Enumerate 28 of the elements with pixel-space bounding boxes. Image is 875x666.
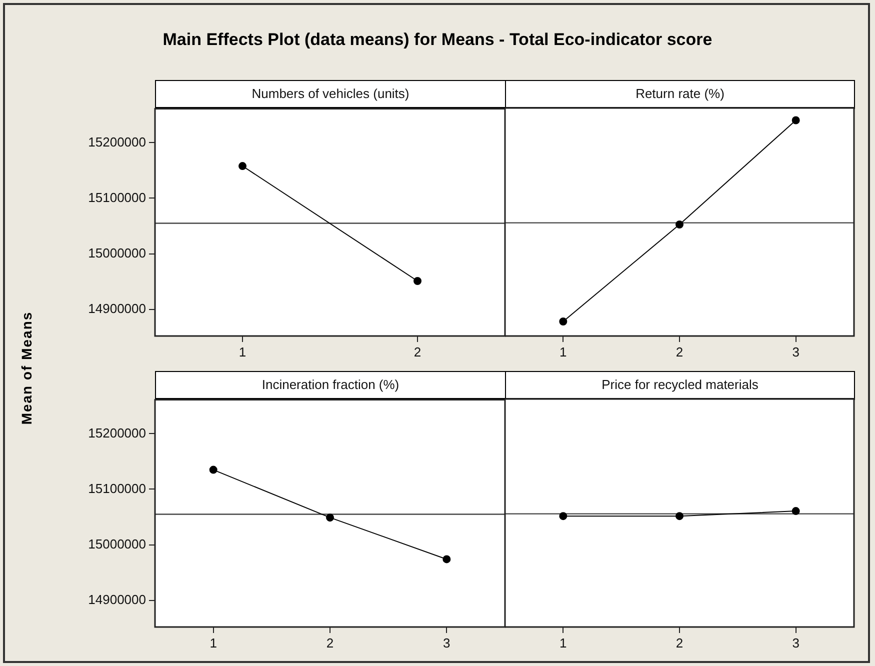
x-tick-label: 2 (326, 635, 334, 650)
x-tick-label: 3 (792, 344, 800, 360)
x-tick-label: 2 (676, 344, 684, 360)
y-tick-label: 15200000 (88, 425, 146, 440)
y-tick-label: 14900000 (88, 300, 146, 316)
y-axis-title: Mean of Means (18, 311, 35, 425)
y-tick-label: 15000000 (88, 245, 146, 260)
y-tick-label: 14900000 (88, 592, 146, 607)
y-tick-label: 15000000 (88, 536, 146, 552)
y-tick-label: 15200000 (88, 134, 146, 150)
chart-subtitle: Return rate (%) (505, 80, 855, 109)
point (326, 514, 334, 522)
y-tick-label: 15100000 (88, 480, 146, 496)
x-tick-label: 1 (210, 635, 217, 650)
x-tick-label: 2 (676, 635, 684, 650)
x-tick-label: 3 (792, 635, 800, 650)
x-tick-label: 1 (560, 344, 567, 360)
chart-title: Main Effects Plot (data means) for Means - Total Eco-indicator score (162, 30, 714, 50)
y-tick-label: 15100000 (88, 190, 146, 205)
point (209, 466, 218, 474)
chart-subtitle: Numbers of vehicles (units) (155, 80, 506, 109)
chart-subtitle: Incineration fraction (%) (155, 371, 506, 400)
x-tick-label: 1 (238, 344, 246, 360)
x-tick-label: 3 (443, 635, 450, 650)
point (442, 555, 451, 564)
chart-subtitle: Price for recycled materials (505, 371, 855, 400)
x-tick-label: 1 (560, 635, 567, 650)
x-tick-label: 2 (414, 344, 422, 360)
